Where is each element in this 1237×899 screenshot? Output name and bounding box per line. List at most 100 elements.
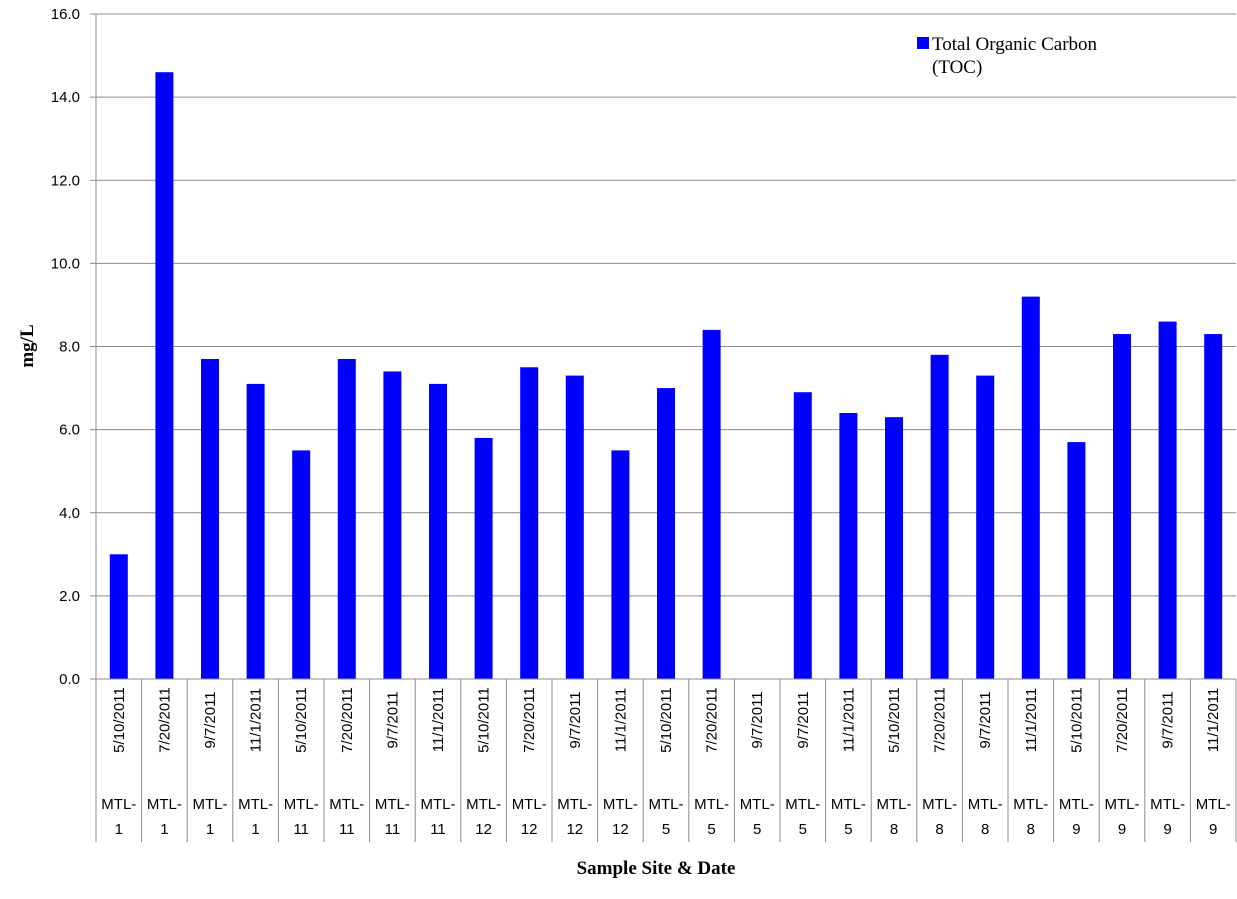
site-label-number: 12 bbox=[566, 821, 583, 838]
bar bbox=[292, 450, 311, 679]
site-label-number: 12 bbox=[612, 821, 629, 838]
y-tick-label: 14.0 bbox=[51, 89, 80, 106]
legend: Total Organic Carbon (TOC) bbox=[917, 34, 1098, 78]
x-tick-label: 7/20/2011 bbox=[704, 687, 721, 753]
y-tick-label: 6.0 bbox=[59, 422, 80, 439]
bar bbox=[201, 358, 219, 679]
x-tick-label: 9/7/2011 bbox=[384, 691, 401, 748]
bar bbox=[429, 383, 447, 679]
site-label-prefix: MTL- bbox=[649, 796, 684, 813]
x-tick-label: 9/7/2011 bbox=[567, 691, 584, 748]
x-tick-label: 5/10/2011 bbox=[886, 687, 903, 753]
site-label-number: 5 bbox=[844, 821, 852, 838]
site-label-prefix: MTL- bbox=[1059, 796, 1094, 813]
legend-label-line2: (TOC) bbox=[932, 57, 982, 78]
y-tick-label: 2.0 bbox=[59, 588, 80, 605]
site-label-prefix: MTL- bbox=[922, 796, 957, 813]
y-tick-label: 4.0 bbox=[59, 505, 80, 522]
site-label-number: 11 bbox=[339, 821, 355, 838]
x-tick-label: 9/7/2011 bbox=[1160, 691, 1177, 748]
x-tick-label: 11/1/2011 bbox=[612, 688, 629, 753]
site-label-number: 8 bbox=[935, 821, 943, 838]
x-tick-label: 5/10/2011 bbox=[1068, 687, 1085, 753]
site-label-number: 9 bbox=[1163, 821, 1171, 838]
site-label-prefix: MTL- bbox=[877, 796, 912, 813]
bar bbox=[337, 358, 356, 679]
bar bbox=[1021, 296, 1040, 679]
bar bbox=[1113, 334, 1131, 679]
site-label-number: 1 bbox=[115, 821, 123, 838]
bar bbox=[1158, 321, 1177, 679]
x-tick-label: 7/20/2011 bbox=[156, 687, 173, 753]
site-label-number: 8 bbox=[1027, 821, 1035, 838]
bar bbox=[976, 375, 995, 679]
axes bbox=[95, 14, 1237, 842]
x-tick-label: 7/20/2011 bbox=[339, 687, 356, 753]
site-label-prefix: MTL- bbox=[1105, 796, 1140, 813]
site-label-number: 9 bbox=[1118, 821, 1126, 838]
x-tick-label: 11/1/2011 bbox=[840, 688, 857, 753]
site-label-prefix: MTL- bbox=[1013, 796, 1048, 813]
x-tick-label: 9/7/2011 bbox=[202, 691, 219, 748]
site-label-prefix: MTL- bbox=[101, 796, 136, 813]
y-tick-labels: 0.0 2.0 4.0 6.0 8.0 10.0 12.0 14.0 16.0 bbox=[51, 6, 80, 688]
site-label-number: 11 bbox=[430, 821, 446, 838]
legend-label-line1: Total Organic Carbon bbox=[932, 34, 1098, 55]
x-tick-labels: 5/10/2011 7/20/2011 9/7/2011 11/1/2011 5/10/… bbox=[111, 687, 1222, 753]
site-label-prefix: MTL- bbox=[421, 796, 456, 813]
site-label-prefix: MTL- bbox=[603, 796, 638, 813]
site-label-prefix: MTL- bbox=[785, 796, 820, 813]
site-label-number: 1 bbox=[251, 821, 259, 838]
bar bbox=[611, 450, 630, 679]
x-tick-label: 5/10/2011 bbox=[293, 687, 310, 753]
site-label-number: 8 bbox=[890, 821, 898, 838]
y-axis-title: mg/L bbox=[17, 324, 38, 367]
site-label-number: 9 bbox=[1072, 821, 1080, 838]
bar bbox=[520, 367, 539, 679]
site-label-number: 12 bbox=[475, 821, 492, 838]
bar bbox=[793, 392, 812, 679]
bar bbox=[657, 388, 675, 679]
x-tick-label: 9/7/2011 bbox=[977, 691, 994, 748]
site-label-number: 5 bbox=[662, 821, 670, 838]
site-label-number: 1 bbox=[160, 821, 168, 838]
bar bbox=[1204, 334, 1223, 679]
site-label-number: 11 bbox=[385, 821, 401, 838]
y-tick-label: 10.0 bbox=[51, 255, 80, 272]
x-tick-label: 11/1/2011 bbox=[248, 688, 265, 753]
x-tick-label: 7/20/2011 bbox=[521, 687, 538, 753]
site-label-prefix: MTL- bbox=[329, 796, 364, 813]
x-axis-title: Sample Site & Date bbox=[577, 858, 736, 879]
site-label-number: 12 bbox=[521, 821, 538, 838]
y-tick-label: 8.0 bbox=[59, 339, 80, 356]
x-tick-label: 11/1/2011 bbox=[1023, 688, 1040, 753]
bar bbox=[885, 417, 903, 679]
y-tick-label: 0.0 bbox=[59, 671, 80, 688]
bar bbox=[839, 413, 858, 679]
site-label-prefix: MTL- bbox=[147, 796, 182, 813]
site-label-prefix: MTL- bbox=[557, 796, 592, 813]
bar bbox=[702, 329, 721, 679]
site-label-number: 5 bbox=[753, 821, 761, 838]
site-label-prefix: MTL- bbox=[193, 796, 228, 813]
x-tick-label: 11/1/2011 bbox=[1205, 688, 1222, 753]
site-label-number: 8 bbox=[981, 821, 989, 838]
bar bbox=[246, 383, 265, 679]
bar bbox=[565, 375, 584, 679]
x-tick-label: 7/20/2011 bbox=[932, 687, 949, 753]
site-label-number: 5 bbox=[799, 821, 807, 838]
legend-swatch bbox=[917, 37, 929, 49]
x-tick-label: 5/10/2011 bbox=[111, 687, 128, 753]
site-label-prefix: MTL- bbox=[284, 796, 319, 813]
site-label-number: 5 bbox=[707, 821, 715, 838]
site-label-prefix: MTL- bbox=[1150, 796, 1185, 813]
x-tick-label: 9/7/2011 bbox=[749, 691, 766, 748]
site-label-prefix: MTL- bbox=[375, 796, 410, 813]
site-label-prefix: MTL- bbox=[466, 796, 501, 813]
x-tick-label: 9/7/2011 bbox=[795, 691, 812, 748]
site-labels: MTL- 1 MTL- 1 MTL- 1 MTL- 1 MTL- 11 MTL- 11 MTL- 11 MT… bbox=[101, 796, 1230, 838]
bar bbox=[474, 437, 493, 679]
y-tick-label: 12.0 bbox=[51, 172, 80, 189]
x-tick-label: 11/1/2011 bbox=[430, 688, 447, 753]
